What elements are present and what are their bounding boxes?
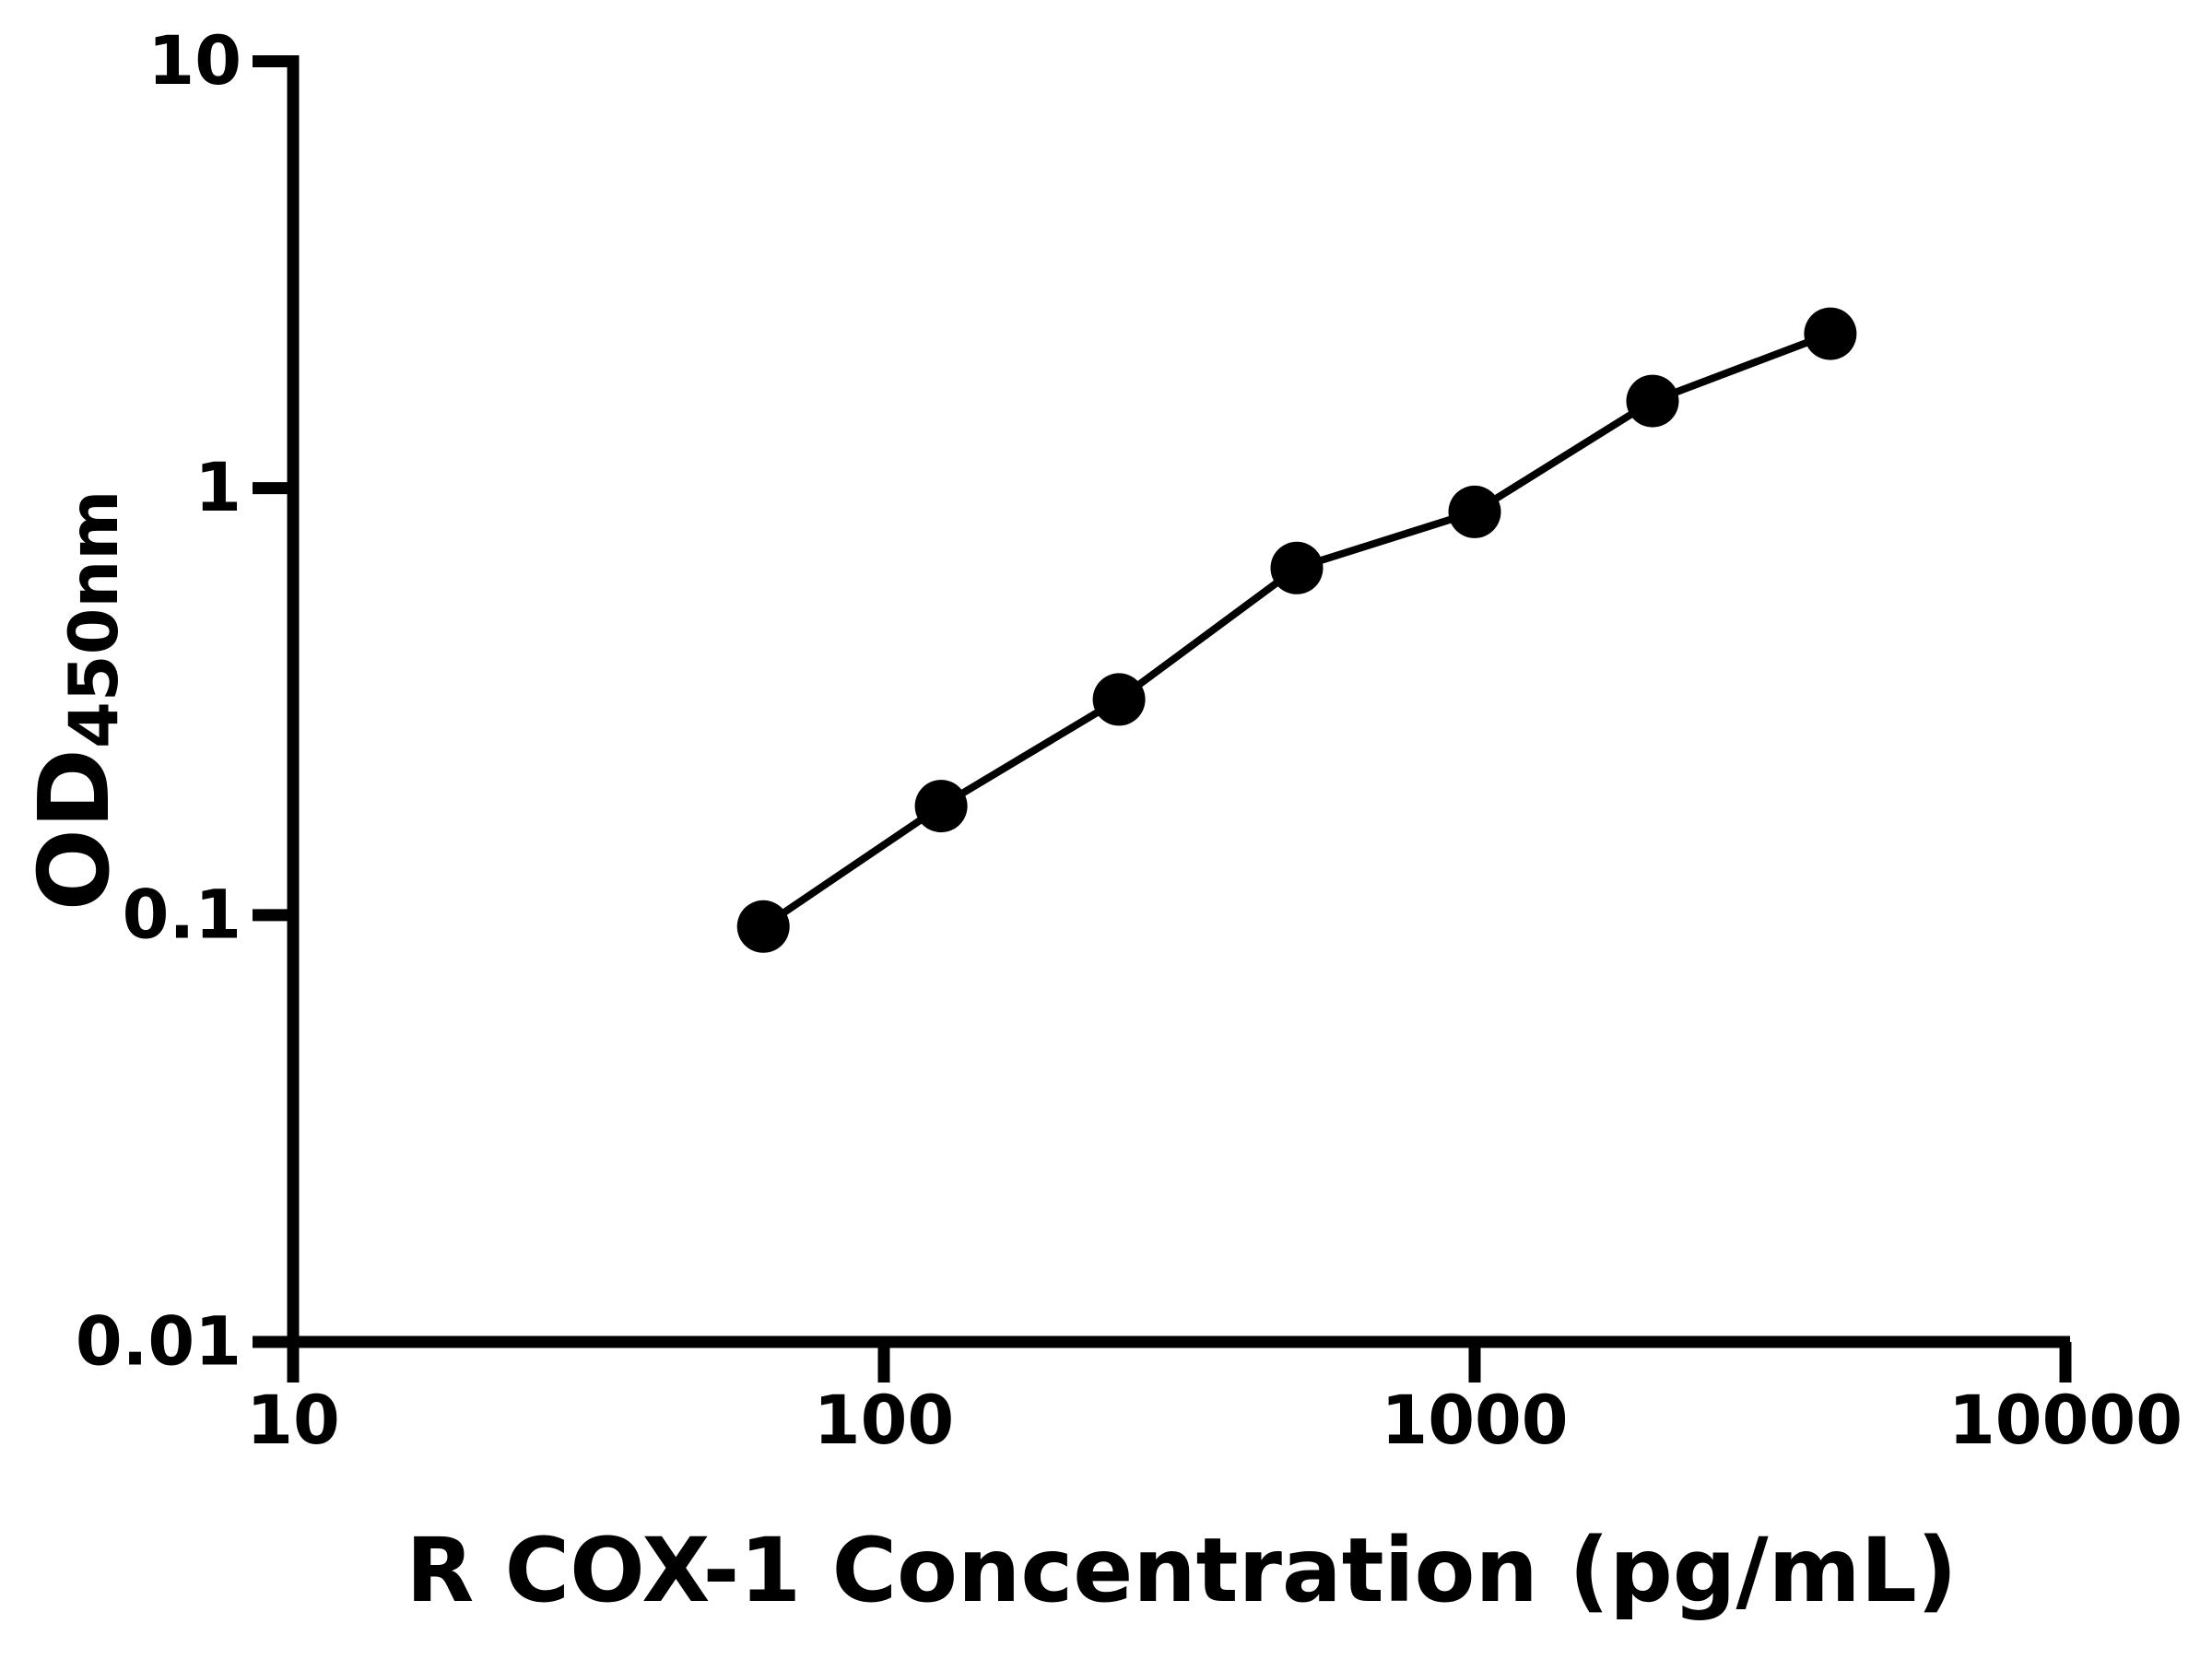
y-tick-label: 0.01 — [76, 1303, 241, 1382]
data-point — [1804, 307, 1857, 360]
y-axis-title-main: OD — [18, 748, 131, 911]
y-tick-label: 0.1 — [123, 876, 241, 954]
x-tick-label: 100 — [814, 1382, 954, 1460]
data-point — [1092, 673, 1146, 726]
x-tick-label: 10000 — [1948, 1382, 2183, 1460]
x-axis-title: R COX-1 Concentration (pg/mL) — [406, 1519, 1957, 1622]
x-axis: 10 100 1000 10000 — [246, 1335, 2183, 1460]
y-axis-title-subscript: 450nm — [55, 490, 134, 748]
x-tick-label: 1000 — [1381, 1382, 1568, 1460]
data-point — [736, 900, 790, 953]
data-point — [914, 780, 968, 833]
data-point — [1270, 541, 1324, 594]
data-point — [1626, 374, 1679, 428]
data-point — [1448, 485, 1501, 538]
y-tick-label: 1 — [194, 449, 241, 527]
standard-curve-line — [759, 330, 1834, 931]
y-tick-label: 10 — [147, 22, 241, 100]
y-axis-title: OD450nm — [18, 490, 134, 912]
standard-curve-series — [736, 307, 1857, 953]
y-axis: 0.01 0.1 1 10 — [76, 22, 300, 1382]
x-tick-label: 10 — [246, 1382, 340, 1460]
